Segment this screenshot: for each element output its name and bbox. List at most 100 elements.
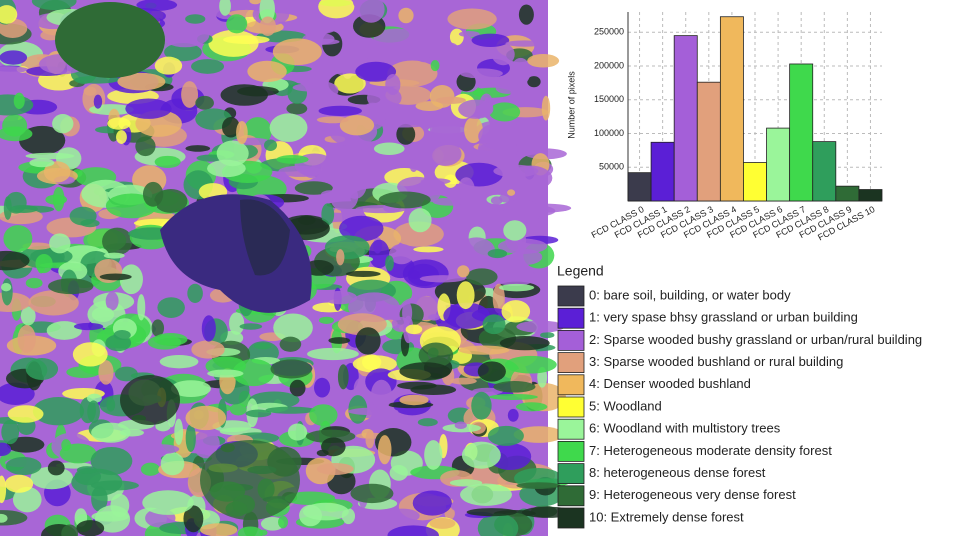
map-patch <box>323 291 357 304</box>
map-patch <box>137 294 145 320</box>
map-patch <box>399 395 428 406</box>
y-tick-label: 100000 <box>594 128 624 138</box>
map-patch <box>84 87 97 96</box>
map-patch <box>428 314 440 320</box>
map-patch <box>47 321 82 340</box>
map-patch <box>266 407 316 414</box>
map-patch <box>501 300 530 322</box>
map-patch <box>114 330 131 340</box>
map-patch <box>338 364 349 389</box>
map-patch <box>317 116 349 123</box>
map-patch <box>288 423 307 440</box>
bar <box>674 36 697 201</box>
map-patch <box>421 178 451 184</box>
map-patch <box>125 99 171 119</box>
map-patch <box>106 398 115 412</box>
map-patch <box>154 333 188 346</box>
map-patch <box>385 74 400 95</box>
map-patch <box>276 155 308 164</box>
map-patch <box>412 4 430 32</box>
map-patch <box>398 8 413 24</box>
legend-label: 6: Woodland with multistory trees <box>589 421 781 436</box>
map-patch <box>519 204 571 213</box>
map-patch <box>458 177 475 201</box>
map-patch <box>467 508 517 516</box>
legend-label: 10: Extremely dense forest <box>589 509 744 524</box>
map-patch <box>493 268 536 287</box>
map-patch <box>430 118 461 143</box>
map-patch <box>100 274 132 281</box>
map-patch <box>496 83 521 94</box>
map-patch <box>430 85 455 108</box>
map-patch <box>94 95 102 109</box>
map-patch <box>278 516 288 528</box>
legend-swatch <box>558 464 584 484</box>
map-patch <box>87 400 100 423</box>
map-patch <box>478 361 506 381</box>
map-patch <box>493 165 538 178</box>
map-patch <box>1 420 19 444</box>
map-patch <box>460 68 503 78</box>
map-patch <box>307 81 338 100</box>
map-patch <box>29 158 54 167</box>
map-patch <box>200 523 237 536</box>
map-patch <box>8 405 44 422</box>
map-patch <box>406 325 423 335</box>
bar <box>859 190 882 201</box>
legend-swatch <box>558 508 584 528</box>
map-patch <box>161 23 209 48</box>
bar <box>743 163 766 201</box>
map-patch <box>142 490 193 515</box>
map-patch <box>307 348 359 360</box>
legend-swatch <box>558 308 584 328</box>
map-patch <box>458 100 493 119</box>
bar <box>628 173 651 201</box>
map-patch <box>143 444 179 454</box>
map-patch <box>479 143 517 154</box>
legend-swatch <box>558 330 584 350</box>
map-patch <box>157 297 185 318</box>
map-patch <box>120 429 144 437</box>
map-patch <box>191 59 224 74</box>
map-patch <box>374 142 405 154</box>
map-patch <box>413 246 443 252</box>
map-patch <box>208 30 258 57</box>
map-patch <box>0 50 27 64</box>
map-patch <box>155 156 181 168</box>
map-patch <box>187 284 203 303</box>
map-patch <box>290 380 306 397</box>
map-patch <box>278 166 321 177</box>
map-patch <box>299 505 322 526</box>
map-patch <box>466 268 497 285</box>
bar <box>813 142 836 201</box>
map-patch <box>264 139 277 151</box>
legend-label: 7: Heterogeneous moderate density forest <box>589 443 832 458</box>
map-patch <box>499 284 534 291</box>
legend-label: 4: Denser wooded bushland <box>589 376 751 391</box>
map-patch <box>516 482 560 489</box>
map-patch <box>436 97 466 104</box>
map-patch <box>365 430 374 448</box>
map-patch <box>462 442 501 469</box>
map-patch <box>141 463 160 476</box>
map-patch <box>418 55 430 62</box>
map-patch <box>61 439 71 451</box>
map-patch <box>489 102 520 121</box>
map-patch <box>505 40 544 46</box>
map-patch <box>385 509 420 524</box>
map-patch <box>519 5 534 25</box>
map-patch <box>226 14 247 33</box>
map-patch <box>500 336 550 350</box>
bar <box>697 82 720 201</box>
map-patch <box>70 207 97 226</box>
map-patch <box>350 484 393 503</box>
map-patch <box>161 452 185 475</box>
map-patch <box>74 323 103 330</box>
map-patch <box>450 378 477 385</box>
map-patch <box>185 145 210 152</box>
legend-label: 0: bare soil, building, or water body <box>589 287 791 302</box>
map-patch <box>202 315 216 341</box>
map-patch <box>429 142 462 166</box>
map-patch <box>409 208 432 232</box>
map-patch <box>540 332 554 338</box>
